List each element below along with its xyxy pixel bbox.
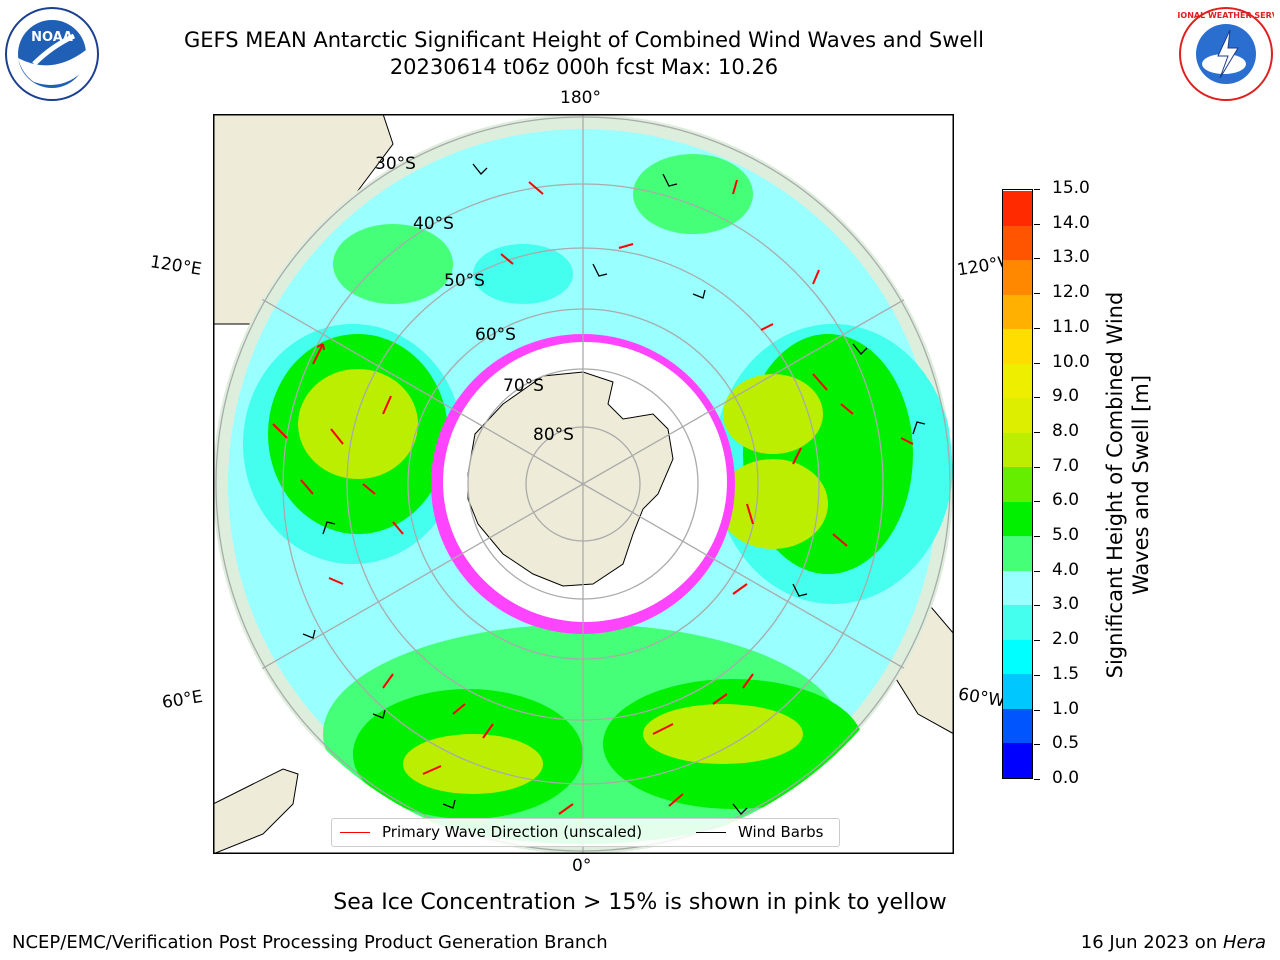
lat-label-40s: 40°S [413,214,454,234]
lat-label-30s: 30°S [375,154,416,174]
colorbar-tick [1034,674,1040,676]
colorbar-tick [1034,362,1040,364]
nws-logo-text: NATIONAL WEATHER SERVICE [1178,11,1274,20]
south-africa-land [213,768,299,854]
colorbar-bin [1003,535,1032,571]
lat-label-60s: 60°S [475,325,516,345]
lon-label-60w: 60°W [956,684,1007,712]
colorbar-tick-label: 14.0 [1052,212,1090,233]
antarctica-land [467,371,674,587]
colorbar-tick [1034,605,1040,607]
colorbar-tick-label: 6.0 [1052,490,1080,511]
colorbar-bin [1003,294,1032,330]
colorbar-tick-label: 8.0 [1052,420,1080,441]
colorbar-tick [1034,327,1040,329]
colorbar-tick-label: 0.0 [1052,768,1080,788]
legend-swatch-wave-direction [340,832,370,833]
colorbar-tick-label: 1.0 [1052,698,1080,719]
colorbar-bin [1003,673,1032,709]
legend-label-wind-barbs: Wind Barbs [738,823,824,841]
legend-swatch-wind-barbs [696,832,726,833]
colorbar-bin [1003,639,1032,675]
colorbar-tick [1034,709,1040,711]
colorbar-tick [1034,570,1040,572]
colorbar [1002,189,1033,779]
legend-item-wind-barbs: Wind Barbs [696,823,823,841]
colorbar-tick [1034,293,1040,295]
chart-title: GEFS MEAN Antarctic Significant Height o… [183,28,985,52]
lon-label-60e: 60°E [160,686,205,714]
footer-credit: NCEP/EMC/Verification Post Processing Pr… [12,932,608,953]
colorbar-tick-label: 4.0 [1052,559,1080,580]
sea-ice-note: Sea Ice Concentration > 15% is shown in … [333,890,947,915]
colorbar-tick [1034,744,1040,746]
legend-item-wave-direction: Primary Wave Direction (unscaled) [340,823,642,841]
colorbar-tick-label: 3.0 [1052,594,1080,615]
colorbar-bin [1003,397,1032,433]
colorbar-bin [1003,259,1032,295]
lat-label-50s: 50°S [444,271,485,291]
noaa-logo: NOAA [4,6,100,102]
colorbar-tick [1034,397,1040,399]
colorbar-bin [1003,466,1032,502]
lon-label-180: 180° [560,88,601,108]
colorbar-tick [1034,779,1040,780]
colorbar-tick [1034,640,1040,642]
colorbar-tick-label: 0.5 [1052,733,1080,754]
colorbar-tick-label: 2.0 [1052,629,1080,650]
footer-date: 16 Jun 2023 on Hera [1081,932,1266,953]
colorbar-bin [1003,363,1032,399]
lon-label-0: 0° [572,856,592,876]
lat-label-70s: 70°S [503,376,544,396]
legend-label-wave-direction: Primary Wave Direction (unscaled) [382,823,643,841]
colorbar-tick [1034,536,1040,538]
colorbar-bin [1003,604,1032,640]
footer-date-text: 16 Jun 2023 on [1080,932,1223,953]
lon-label-120e: 120°E [148,252,203,280]
map-legend: Primary Wave Direction (unscaled) Wind B… [331,818,840,847]
colorbar-tick [1034,466,1040,468]
noaa-logo-text: NOAA [31,30,73,45]
colorbar-tick [1034,431,1040,433]
chart-subtitle: 20230614 t06z 000h fcst Max: 10.26 [389,55,779,79]
footer-host: Hera [1222,932,1266,953]
colorbar-bin [1003,328,1032,364]
colorbar-bin [1003,570,1032,606]
map-svg: 30°S 40°S 50°S 60°S 70°S 80°S [213,114,954,854]
colorbar-bin [1003,743,1032,778]
wave-direction-arrows [272,179,914,815]
colorbar-tick-label: 5.0 [1052,525,1080,546]
colorbar-tick-label: 15.0 [1052,178,1090,198]
antarctic-wave-map: 30°S 40°S 50°S 60°S 70°S 80°S [213,114,954,854]
colorbar-bin [1003,225,1032,261]
colorbar-tick-label: 11.0 [1052,316,1090,337]
nws-logo: NATIONAL WEATHER SERVICE [1160,6,1280,102]
colorbar-tick-label: 9.0 [1052,386,1080,407]
colorbar-tick-label: 1.5 [1052,663,1080,684]
colorbar-tick-label: 13.0 [1052,247,1090,268]
colorbar-bin [1003,708,1032,744]
colorbar-bin [1003,501,1032,537]
colorbar-tick-label: 10.0 [1052,351,1090,372]
colorbar-tick-label: 12.0 [1052,282,1090,303]
colorbar-tick [1034,258,1040,260]
graticule [213,114,953,854]
colorbar-title: Significant Height of Combined Wind Wave… [1103,291,1153,679]
colorbar-tick [1034,223,1040,225]
colorbar-tick [1034,501,1040,503]
colorbar-tick-label: 7.0 [1052,455,1080,476]
colorbar-bin [1003,190,1032,226]
wind-barbs [302,163,926,815]
colorbar-tick [1034,189,1040,190]
lat-label-80s: 80°S [533,425,574,445]
colorbar-bin [1003,432,1032,468]
